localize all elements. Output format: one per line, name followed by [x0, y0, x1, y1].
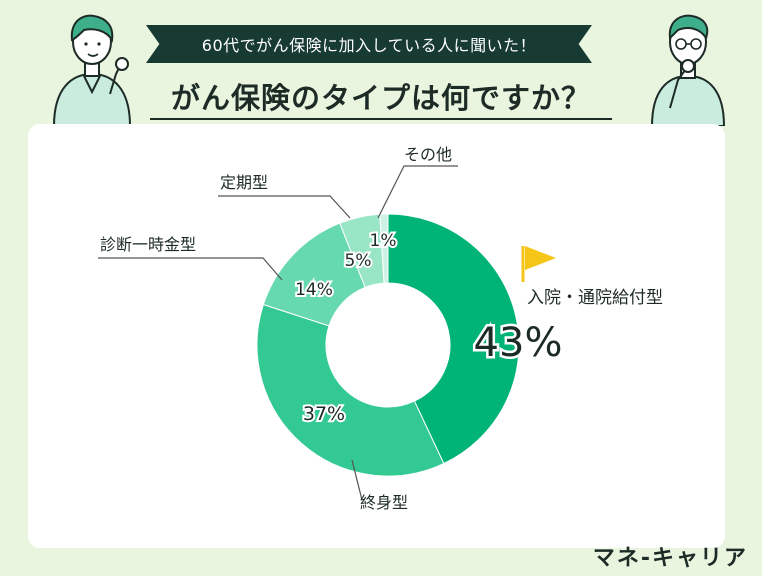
brand-logo: マネ-キャリア: [592, 546, 748, 571]
flag-icon: [521, 246, 556, 282]
category-label-lifetime: 終身型: [360, 493, 408, 512]
value-label-lifetime: 37%: [303, 403, 345, 425]
leader-line-other: [377, 165, 458, 219]
category-label-term: 定期型: [220, 173, 268, 192]
category-label-diagnosis: 診断一時金型: [100, 235, 196, 254]
donut-slice-lifetime: [256, 303, 445, 477]
value-label-hospital: 43%: [474, 320, 563, 366]
category-label-hospital: 入院・通院給付型: [527, 288, 663, 308]
woman-pointing-illustration: [52, 14, 132, 126]
value-label-term: 5%: [345, 251, 372, 271]
donut-slice-other: [379, 213, 389, 284]
value-label-other: 1%: [370, 231, 397, 251]
title-underline: [150, 118, 612, 120]
survey-banner: 60代でがん保険に加入している人に聞いた！: [146, 25, 592, 63]
man-thinking-illustration: [650, 14, 726, 126]
banner-text: 60代でがん保険に加入している人に聞いた！: [201, 36, 537, 55]
leader-line-diagnosis: [98, 257, 283, 281]
leader-line-lifetime: [351, 459, 363, 501]
chart-card: [28, 124, 725, 548]
page-title: がん保険のタイプは何ですか？: [170, 81, 591, 115]
category-label-other: その他: [404, 145, 452, 164]
leader-line-term: [218, 195, 351, 219]
value-label-diagnosis: 14%: [295, 280, 333, 300]
donut-slice-hospital: [387, 213, 520, 465]
